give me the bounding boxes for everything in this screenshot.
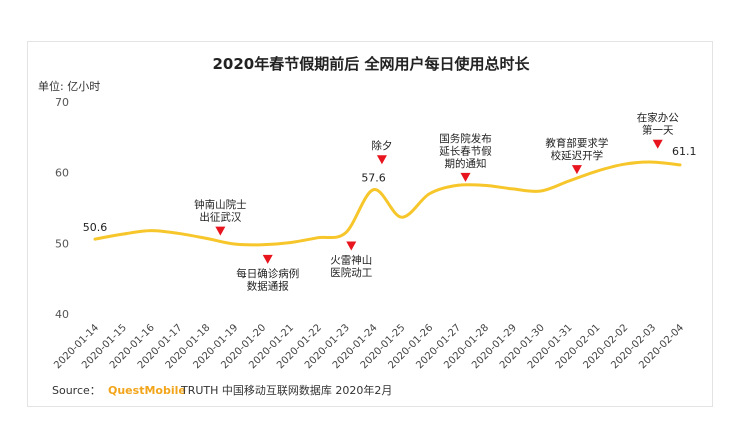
- data-label: 57.6: [361, 172, 386, 185]
- event-marker-icon: [262, 254, 273, 264]
- source-label: Source：: [52, 384, 101, 397]
- event-marker-icon: [376, 155, 387, 165]
- series-line: [93, 160, 682, 247]
- event-annotation: 期的通知: [445, 157, 487, 170]
- y-tick-label: 40: [55, 308, 69, 321]
- event-marker-icon: [571, 165, 582, 175]
- event-annotation: 数据通报: [247, 279, 289, 292]
- event-annotation: 在家办公: [637, 111, 679, 124]
- y-tick-label: 70: [55, 96, 69, 109]
- line-chart: 2020年春节假期前后 全网用户每日使用总时长 单位: 亿小时 40 50 60 70…: [38, 55, 697, 397]
- chart-card: 2020年春节假期前后 全网用户每日使用总时长 单位: 亿小时 40 50 60 70…: [27, 41, 713, 407]
- y-tick-label: 60: [55, 167, 69, 180]
- event-annotation: 除夕: [371, 139, 392, 152]
- event-marker-icon: [652, 139, 663, 149]
- data-label: 61.1: [672, 145, 697, 158]
- event-marker-icon: [215, 226, 226, 236]
- y-axis-unit-label: 单位: 亿小时: [38, 79, 100, 93]
- event-annotation: 医院动工: [330, 266, 372, 279]
- event-annotation: 教育部要求学: [545, 137, 608, 150]
- y-tick-label: 50: [55, 237, 69, 250]
- event-marker-icon: [346, 241, 357, 251]
- event-annotation: 第一天: [642, 124, 674, 137]
- event-marker-icon: [460, 172, 471, 182]
- event-annotation: 出征武汉: [199, 211, 241, 224]
- event-annotation: 国务院发布: [439, 132, 492, 145]
- event-annotation: 每日确诊病例: [236, 267, 299, 280]
- brand-name: QuestMobile: [108, 384, 186, 397]
- source-text: TRUTH 中国移动互联网数据库 2020年2月: [180, 383, 392, 397]
- event-annotation: 校延迟开学: [551, 149, 604, 162]
- event-annotation: 钟南山院士: [194, 198, 247, 211]
- event-annotation: 火雷神山: [330, 253, 372, 266]
- data-label: 50.6: [83, 221, 108, 234]
- event-annotation: 延长春节假: [439, 144, 492, 157]
- chart-title: 2020年春节假期前后 全网用户每日使用总时长: [213, 55, 531, 73]
